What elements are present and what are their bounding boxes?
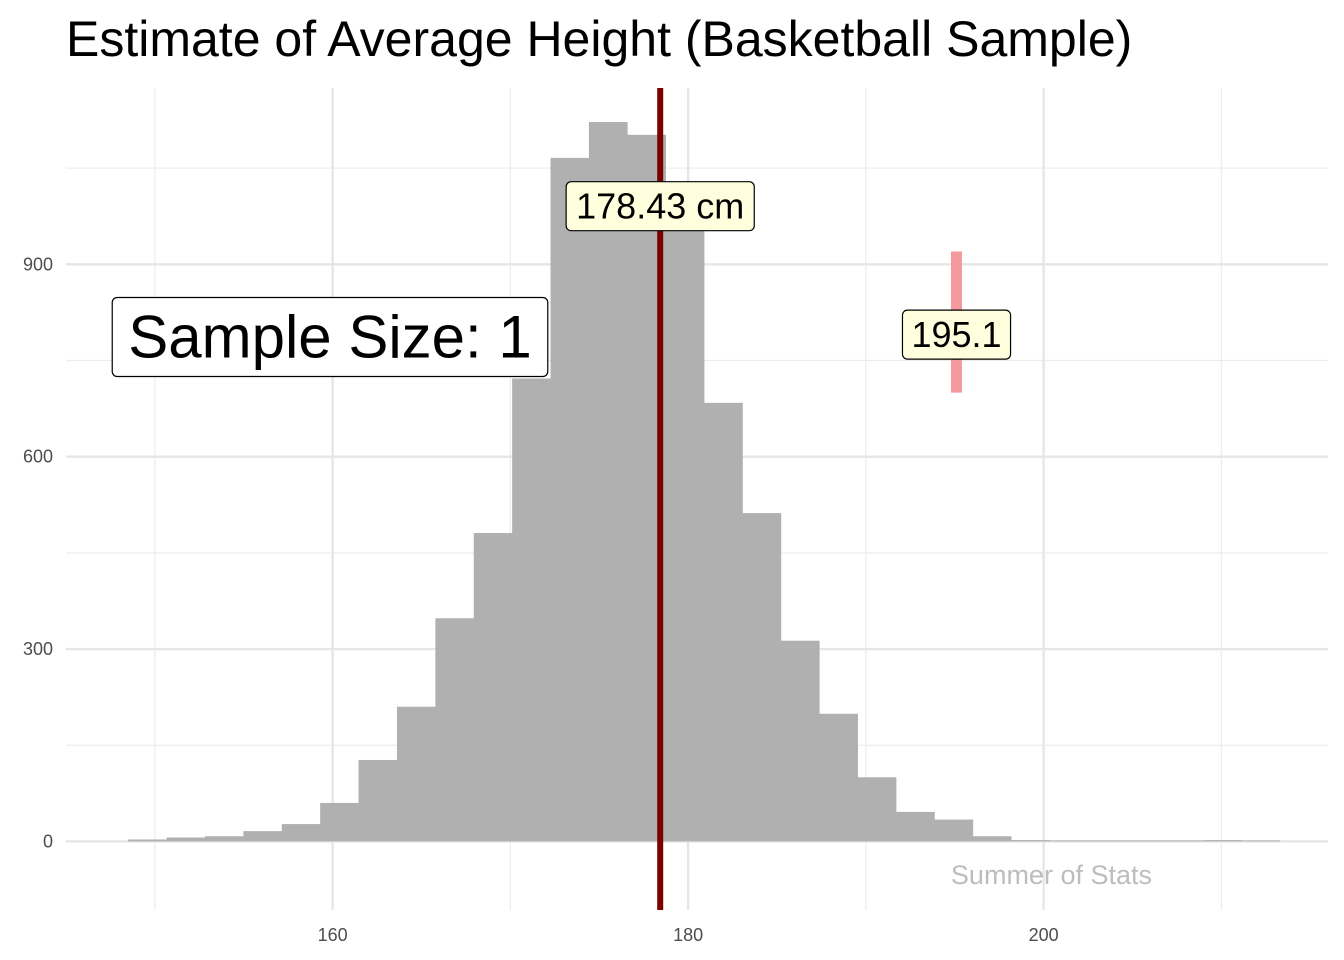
- histogram-bar: [128, 839, 167, 842]
- mean-value-label-text: 178.43 cm: [576, 186, 744, 227]
- x-tick-label: 200: [1029, 925, 1059, 945]
- histogram-bar: [934, 819, 974, 842]
- histogram-bar: [1203, 840, 1242, 842]
- histogram-bar: [588, 121, 628, 842]
- y-tick-label: 600: [23, 447, 53, 467]
- sample-size-label-box: [111, 296, 549, 378]
- histogram-bar: [1241, 840, 1281, 842]
- x-tick-label: 180: [673, 925, 703, 945]
- histogram-bar: [358, 759, 398, 842]
- histogram-bar: [473, 532, 513, 842]
- histogram-bar: [1011, 840, 1050, 842]
- histogram-bar: [204, 836, 244, 842]
- histogram-bar: [512, 378, 551, 842]
- histogram-bar: [857, 777, 897, 842]
- histogram-bar: [320, 802, 359, 842]
- histogram-bar: [243, 831, 283, 842]
- caption-watermark: Summer of Stats: [951, 860, 1152, 890]
- sample-value-label-text: 195.1: [911, 314, 1001, 355]
- histogram-bar: [704, 402, 743, 842]
- histogram-bar: [780, 640, 820, 842]
- histogram-bar: [1049, 840, 1089, 842]
- histogram-bar: [819, 713, 858, 842]
- mean-value-label-box: [565, 181, 755, 232]
- histogram-bar: [281, 824, 321, 842]
- x-axis-ticks: 160 180 200: [318, 925, 1059, 945]
- y-tick-label: 0: [43, 831, 53, 851]
- histogram-bar: [435, 618, 475, 842]
- mean-value-label: 178.43 cm: [565, 181, 755, 232]
- histogram-bar: [665, 230, 705, 842]
- histogram-bar: [896, 811, 935, 842]
- histogram-bar: [550, 157, 590, 842]
- sample-value-label-box: [901, 309, 1012, 360]
- sample-size-label: Sample Size: 1: [111, 296, 549, 378]
- histogram-bar: [166, 837, 206, 842]
- y-axis-ticks: 0 300 600 900: [23, 254, 53, 851]
- histogram-bar: [396, 706, 436, 842]
- histogram-bar: [1126, 840, 1166, 842]
- histogram-bar: [742, 513, 782, 842]
- histogram-bar: [1088, 840, 1127, 842]
- sample-size-label-text: Sample Size: 1: [128, 304, 532, 371]
- histogram-bar: [972, 836, 1012, 842]
- y-tick-label: 900: [23, 254, 53, 274]
- y-tick-label: 300: [23, 639, 53, 659]
- histogram-bar: [1164, 840, 1204, 842]
- x-tick-label: 160: [318, 925, 348, 945]
- sample-value-label: 195.1: [901, 309, 1012, 360]
- chart-title: Estimate of Average Height (Basketball S…: [66, 11, 1132, 67]
- annotation-labels: 178.43 cm 195.1 Sample Size: 1: [111, 181, 1012, 378]
